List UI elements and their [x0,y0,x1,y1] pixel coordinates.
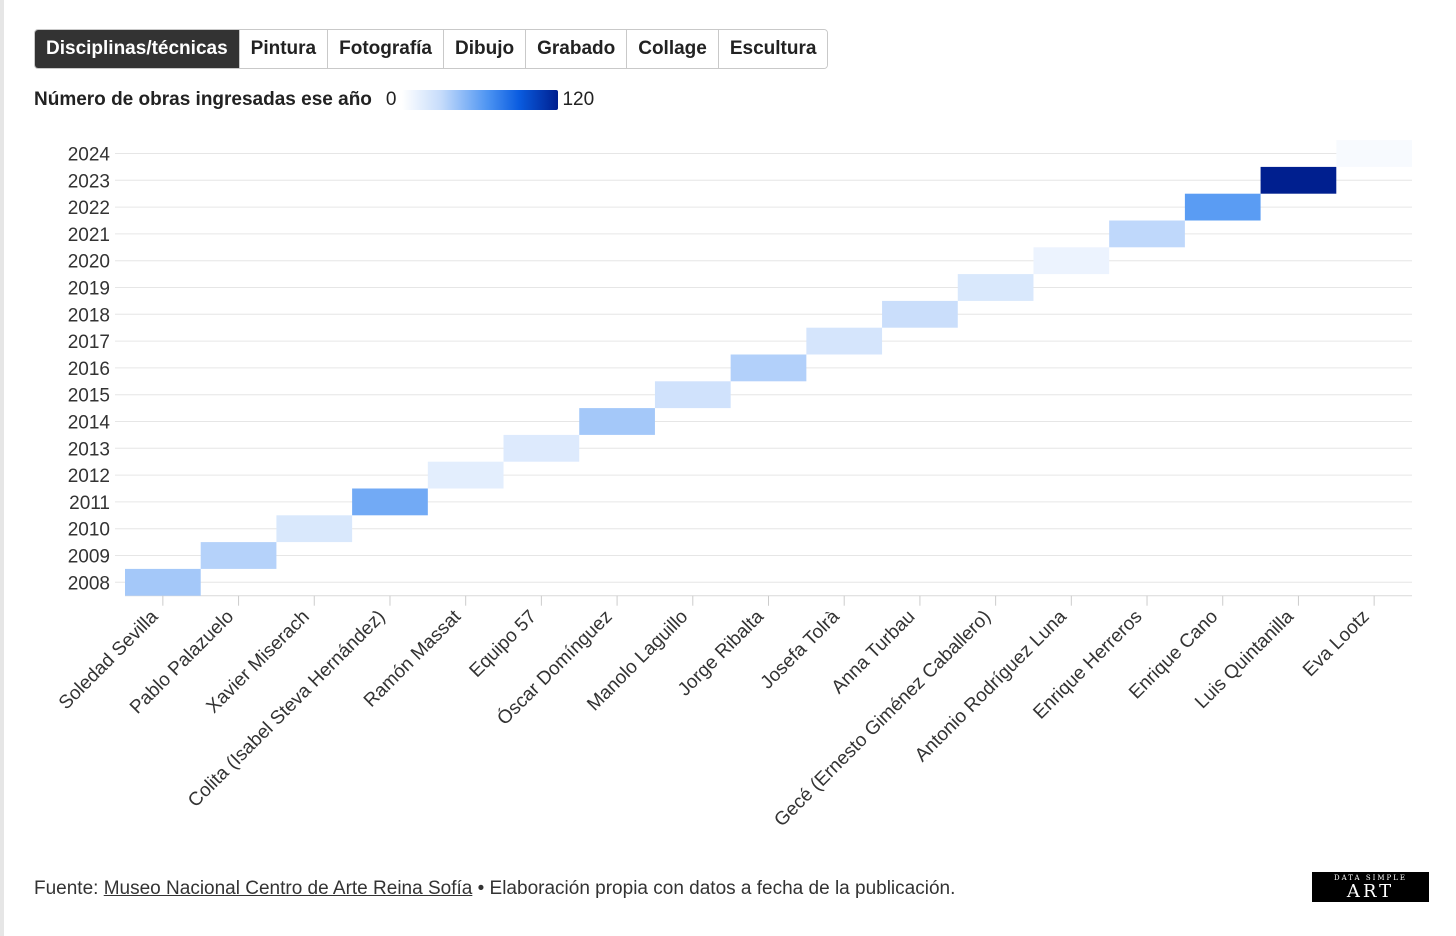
y-tick-label: 2014 [68,413,111,434]
y-tick-label: 2015 [68,386,110,407]
legend-max-label: 120 [562,89,595,110]
tab-escultura[interactable]: Escultura [717,30,828,68]
heatmap-cell[interactable] [352,488,428,516]
footer-prefix: Fuente: [34,878,104,899]
heatmap-cell[interactable] [1260,166,1337,194]
y-tick-label: 2023 [68,171,110,192]
y-tick-label: 2020 [68,252,110,273]
tab-pintura[interactable]: Pintura [238,30,328,68]
heatmap-chart: 2024 2023 2022 2021 2020 2019 2018 2017 2016 2015… [54,140,1412,832]
y-tick-label: 2022 [68,198,110,219]
y-tick-label: 2024 [68,145,111,166]
data-simple-art-logo: DATA SIMPLE ART [1312,872,1429,902]
heatmap-cell[interactable] [1336,140,1412,167]
legend-gradient-bar [402,90,559,110]
y-tick-label: 2012 [68,466,110,487]
source-link[interactable]: Museo Nacional Centro de Arte Reina Sofí… [103,878,473,899]
x-tick-label: Equipo 57 [466,606,541,681]
legend-title: Número de obras ingresadas ese año [34,89,372,110]
heatmap-cell[interactable] [276,515,353,543]
source-footer: Fuente: Museo Nacional Centro de Arte Re… [34,878,955,900]
tab-grabado[interactable]: Grabado [525,30,627,68]
tab-dibujo[interactable]: Dibujo [443,30,526,68]
heatmap-cell[interactable] [427,461,504,489]
y-tick-label: 2011 [69,493,110,514]
heatmap-cell[interactable] [1033,247,1110,275]
heatmap-cell[interactable] [806,327,883,355]
heatmap-cell[interactable] [1184,193,1261,221]
y-tick-label: 2021 [68,225,110,246]
x-tick-label: Antonio Rodríguez Luna [911,606,1071,766]
y-tick-label: 2009 [68,547,110,568]
heatmap-cell[interactable] [730,354,807,382]
heatmap-cell[interactable] [125,568,201,596]
y-tick-label: 2017 [68,332,110,353]
heatmap-cell[interactable] [200,542,277,569]
color-legend: Número de obras ingresadas ese año 0 120 [34,88,594,112]
y-tick-label: 2008 [68,573,110,594]
y-tick-label: 2018 [68,305,110,326]
tab-disciplinas-técnicas[interactable]: Disciplinas/técnicas [35,30,239,68]
heatmap-cell[interactable] [1109,220,1185,248]
heatmap-cell[interactable] [882,300,958,328]
y-tick-label: 2013 [68,439,110,460]
tab-collage[interactable]: Collage [626,30,718,68]
heatmap-cell[interactable] [503,434,580,462]
heatmap-cell[interactable] [579,408,655,435]
x-tick-label: Eva Lootz [1299,606,1374,681]
footer-suffix: • Elaboración propia con datos a fecha d… [472,878,956,899]
heatmap-cell[interactable] [957,274,1034,301]
discipline-tab-bar: Disciplinas/técnicas Pintura Fotografía Dib… [34,29,829,69]
legend-min-label: 0 [385,89,397,110]
tab-fotografía[interactable]: Fotografía [327,30,443,68]
y-tick-label: 2019 [68,279,110,300]
heatmap-cell[interactable] [654,381,731,409]
y-tick-label: 2010 [68,520,110,541]
page-left-border [0,0,4,936]
y-tick-label: 2016 [68,359,110,380]
